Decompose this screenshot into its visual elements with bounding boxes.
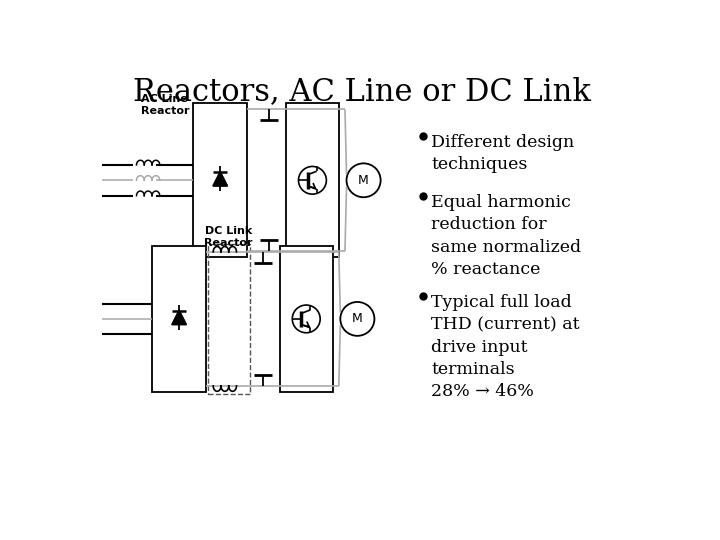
- Text: Different design
techniques: Different design techniques: [431, 134, 575, 173]
- Circle shape: [292, 305, 320, 333]
- Bar: [208, 244, 250, 394]
- Polygon shape: [172, 310, 186, 325]
- Text: M: M: [352, 313, 363, 326]
- Circle shape: [299, 166, 326, 194]
- Text: DC Link
Reactor: DC Link Reactor: [204, 226, 253, 248]
- Circle shape: [346, 164, 381, 197]
- Text: AC Line
Reactor: AC Line Reactor: [141, 94, 189, 116]
- Text: Equal harmonic
reduction for
same normalized
% reactance: Equal harmonic reduction for same normal…: [431, 194, 581, 278]
- Bar: [152, 246, 206, 392]
- Bar: [193, 103, 248, 257]
- Text: Typical full load
THD (current) at
drive input
terminals
28% → 46%: Typical full load THD (current) at drive…: [431, 294, 580, 400]
- Circle shape: [341, 302, 374, 336]
- Bar: [286, 103, 339, 257]
- Text: M: M: [359, 174, 369, 187]
- Text: Reactors, AC Line or DC Link: Reactors, AC Line or DC Link: [132, 76, 590, 107]
- Polygon shape: [213, 172, 228, 186]
- Bar: [280, 246, 333, 392]
